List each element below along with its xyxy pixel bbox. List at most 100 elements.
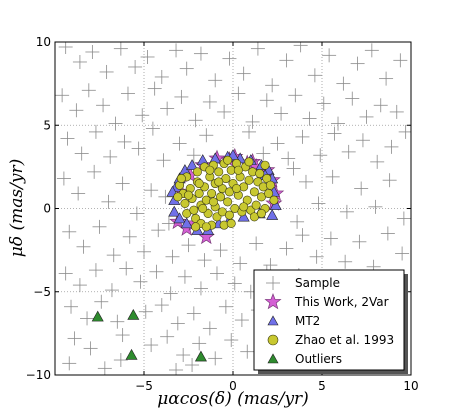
data-point [396, 211, 411, 226]
data-point [192, 167, 202, 177]
data-point [231, 86, 246, 101]
data-point [265, 78, 280, 93]
data-point [194, 350, 207, 362]
data-point [193, 46, 208, 61]
data-point [144, 183, 159, 198]
data-point [144, 338, 159, 353]
data-point [76, 239, 91, 254]
data-point [269, 199, 282, 210]
legend-marker [267, 353, 279, 364]
data-point [174, 89, 189, 104]
data-point [244, 175, 254, 185]
data-point [240, 344, 255, 359]
data-point [194, 179, 204, 189]
data-point [265, 180, 275, 190]
data-point [120, 86, 135, 101]
data-point [197, 253, 212, 268]
data-point [214, 167, 224, 177]
data-point [137, 244, 151, 259]
data-point [117, 134, 132, 149]
data-point [160, 101, 175, 116]
data-point [298, 174, 313, 189]
data-point [176, 348, 191, 363]
data-point [341, 144, 356, 159]
data-point [131, 141, 146, 156]
x-tick-label: 5 [318, 379, 326, 393]
data-point [149, 264, 164, 279]
data-point [138, 304, 153, 319]
data-point [256, 208, 266, 218]
x-tick-label: 10 [403, 379, 418, 393]
data-point [286, 161, 301, 176]
y-axis-label: μδ (mas/yr) [7, 159, 27, 257]
data-point [239, 202, 249, 212]
data-point [208, 351, 223, 366]
data-point [140, 49, 155, 64]
data-point [179, 61, 194, 76]
data-point [133, 274, 148, 289]
x-tick-label: 0 [229, 379, 237, 393]
data-point [345, 91, 360, 106]
data-point [217, 104, 232, 119]
data-point [154, 298, 169, 313]
data-point [208, 73, 223, 88]
data-point [72, 278, 87, 293]
data-point [338, 254, 353, 269]
data-point [233, 256, 248, 271]
data-point [58, 266, 73, 281]
data-point [256, 146, 271, 161]
data-point [194, 189, 204, 199]
data-point [380, 226, 395, 241]
data-point [85, 44, 100, 59]
y-tick-labels: −10 −5 0 5 10 [26, 35, 51, 382]
data-point [370, 154, 385, 169]
data-point [163, 286, 178, 301]
data-point [122, 229, 137, 244]
data-point [290, 214, 305, 229]
x-tick-label: −5 [135, 379, 153, 393]
data-point [251, 200, 261, 210]
data-point [170, 316, 185, 331]
data-point [379, 71, 394, 86]
data-point [165, 249, 180, 264]
data-point [384, 139, 399, 154]
data-point [192, 336, 207, 351]
data-point [274, 106, 289, 121]
data-point [99, 64, 114, 79]
data-point [169, 43, 184, 58]
data-point [270, 136, 285, 151]
legend-marker [264, 293, 282, 310]
legend-box [253, 269, 405, 371]
data-point [224, 333, 239, 348]
data-point [81, 83, 96, 98]
data-point [62, 356, 77, 371]
data-point [307, 68, 322, 83]
data-point [160, 329, 175, 344]
y-tick-label: −10 [26, 368, 51, 382]
data-point [64, 299, 79, 314]
series-4 [91, 308, 207, 362]
data-point [127, 308, 140, 320]
data-point [222, 51, 237, 66]
data-point [244, 157, 254, 167]
data-point [145, 121, 160, 136]
data-point [135, 108, 150, 123]
data-point [325, 169, 340, 184]
data-point [249, 187, 259, 197]
legend: Sample This Work, 2Var MT2 Zhao et al. 1993… [253, 269, 408, 374]
data-point [69, 103, 84, 118]
data-point [67, 331, 82, 346]
data-point [295, 228, 310, 243]
data-point [316, 96, 331, 111]
data-point [214, 177, 224, 187]
data-point [185, 358, 200, 373]
data-point [205, 165, 215, 175]
y-tick-label: 0 [43, 202, 51, 216]
data-point [184, 190, 194, 200]
data-point [188, 113, 203, 128]
data-point [97, 361, 112, 375]
data-point [87, 164, 102, 179]
y-tick-label: −5 [33, 285, 51, 299]
data-point [172, 136, 187, 151]
data-point [226, 218, 236, 228]
